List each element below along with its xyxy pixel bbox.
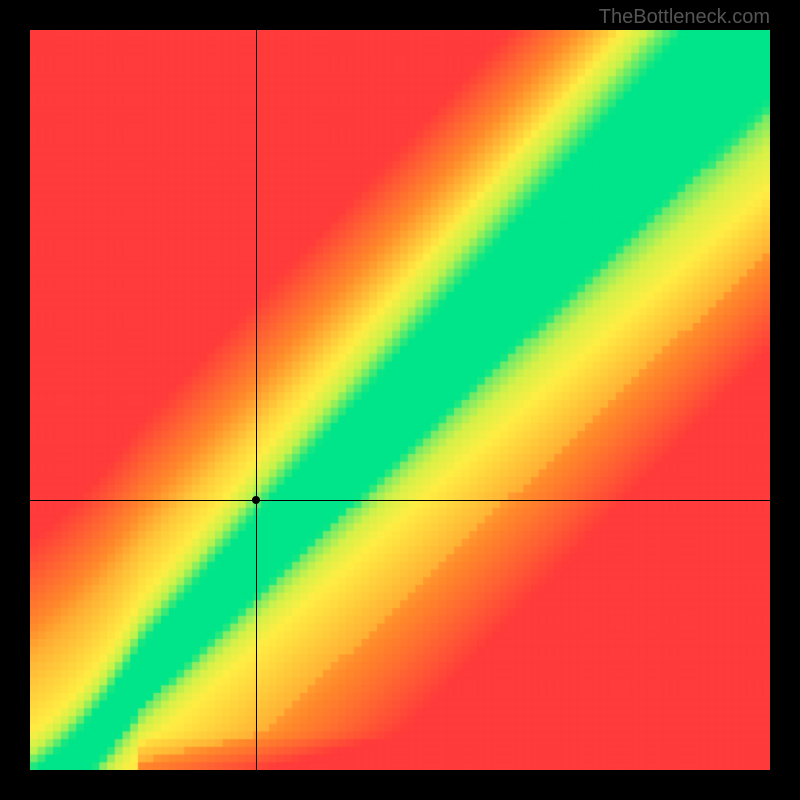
crosshair-vertical [256, 30, 257, 770]
bottleneck-heatmap [30, 30, 770, 770]
plot-area [30, 30, 770, 770]
crosshair-horizontal [30, 500, 770, 501]
watermark: TheBottleneck.com [599, 6, 770, 29]
selection-marker-dot [252, 496, 260, 504]
